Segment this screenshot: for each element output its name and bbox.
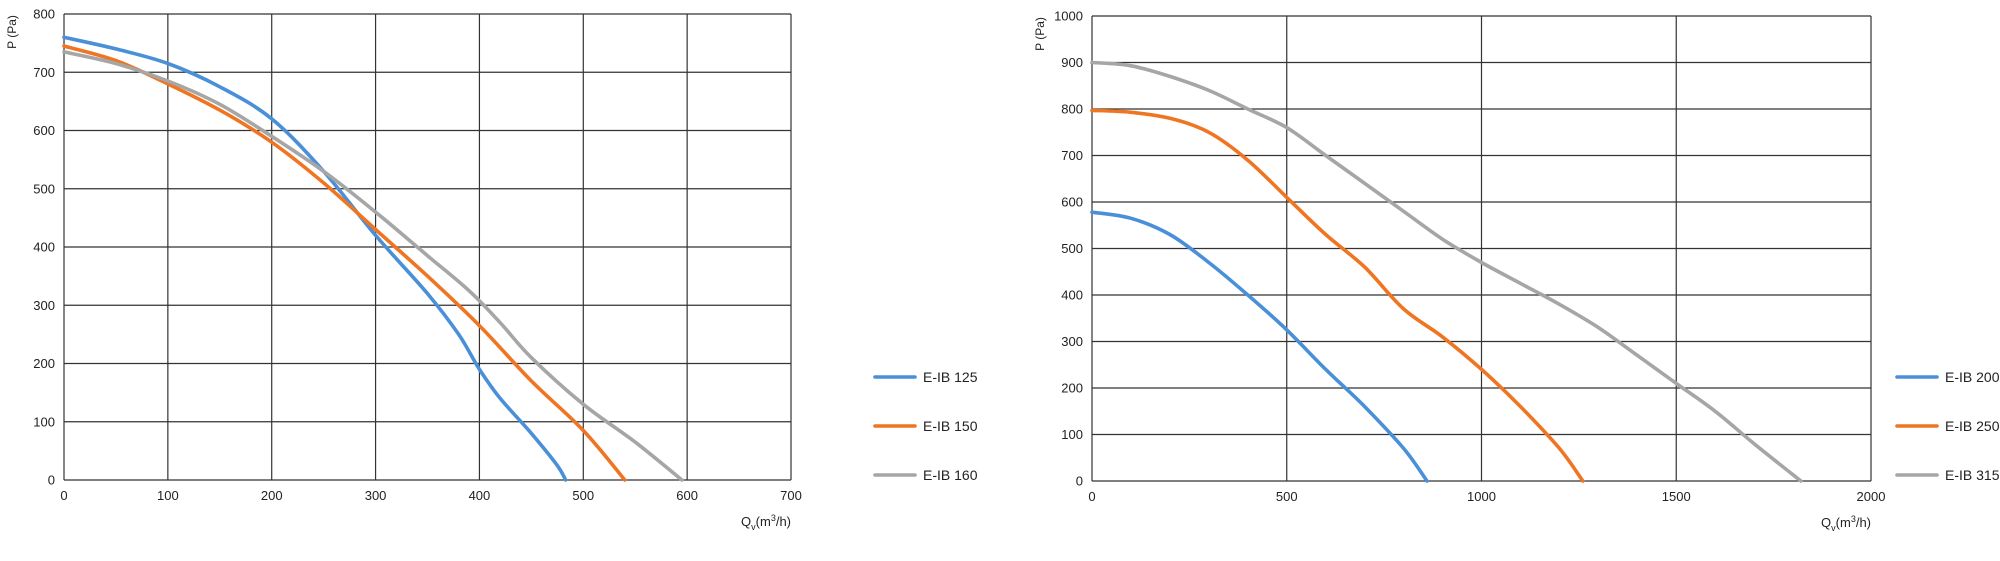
series-line-e-ib-200 [1090,210,1429,483]
x-tick-label: 200 [261,488,283,503]
x-tick-label: 300 [365,488,387,503]
legend-label: E-IB 315 [1945,467,2000,483]
y-tick-label: 1000 [1054,9,1083,24]
legend-label: E-IB 200 [1945,369,2000,385]
y-tick-label: 700 [1061,148,1083,163]
x-tick-label: 0 [60,488,67,503]
x-tick-label: 500 [572,488,594,503]
series-line-e-ib-250 [1090,108,1585,483]
series-line-e-ib-315 [1090,60,1803,483]
y-axis-label: P (Pa) [5,15,19,49]
y-tick-label: 700 [33,65,55,80]
x-tick-label: 2000 [1857,489,1886,504]
series-line-e-ib-150 [62,44,627,482]
chart-left: 0 100 200 300 400 500 600 700 0 100 200 300 400 500 60… [5,7,978,533]
x-tick-label: 0 [1088,489,1095,504]
x-tick-label: 100 [157,488,179,503]
x-tick-label: 700 [780,488,802,503]
y-tick-label: 200 [1061,381,1083,396]
x-tick-label: 500 [1276,489,1298,504]
chart-right: 0 500 1000 1500 2000 0 100 200 300 400 500 600 700 80… [1033,9,2000,534]
y-axis-label: P (Pa) [1033,17,1047,51]
y-tick-label: 400 [1061,288,1083,303]
series-line-e-ib-160 [62,50,684,482]
legend-label: E-IB 125 [923,369,978,385]
y-tick-label: 500 [33,181,55,196]
y-tick-label: 800 [33,7,55,22]
series-line-e-ib-125 [62,35,568,482]
legend-label: E-IB 160 [923,467,978,483]
y-tick-label: 600 [33,123,55,138]
x-tick-label: 600 [676,488,698,503]
x-tick-label: 1500 [1662,489,1691,504]
y-tick-label: 0 [1076,474,1083,489]
y-tick-label: 100 [33,414,55,429]
y-tick-label: 200 [33,356,55,371]
x-axis-label: Qv(m3/h) [1821,514,1871,533]
x-axis-label: Qv(m3/h) [741,513,791,532]
y-tick-label: 300 [1061,334,1083,349]
y-tick-label: 100 [1061,427,1083,442]
x-tick-label: 1000 [1467,489,1496,504]
y-tick-label: 400 [33,240,55,255]
legend-label: E-IB 250 [1945,418,2000,434]
y-tick-label: 300 [33,298,55,313]
y-tick-label: 0 [48,473,55,488]
legend-label: E-IB 150 [923,418,978,434]
x-tick-label: 400 [469,488,491,503]
y-tick-label: 900 [1061,55,1083,70]
y-tick-label: 500 [1061,241,1083,256]
y-tick-label: 800 [1061,102,1083,117]
y-tick-label: 600 [1061,195,1083,210]
